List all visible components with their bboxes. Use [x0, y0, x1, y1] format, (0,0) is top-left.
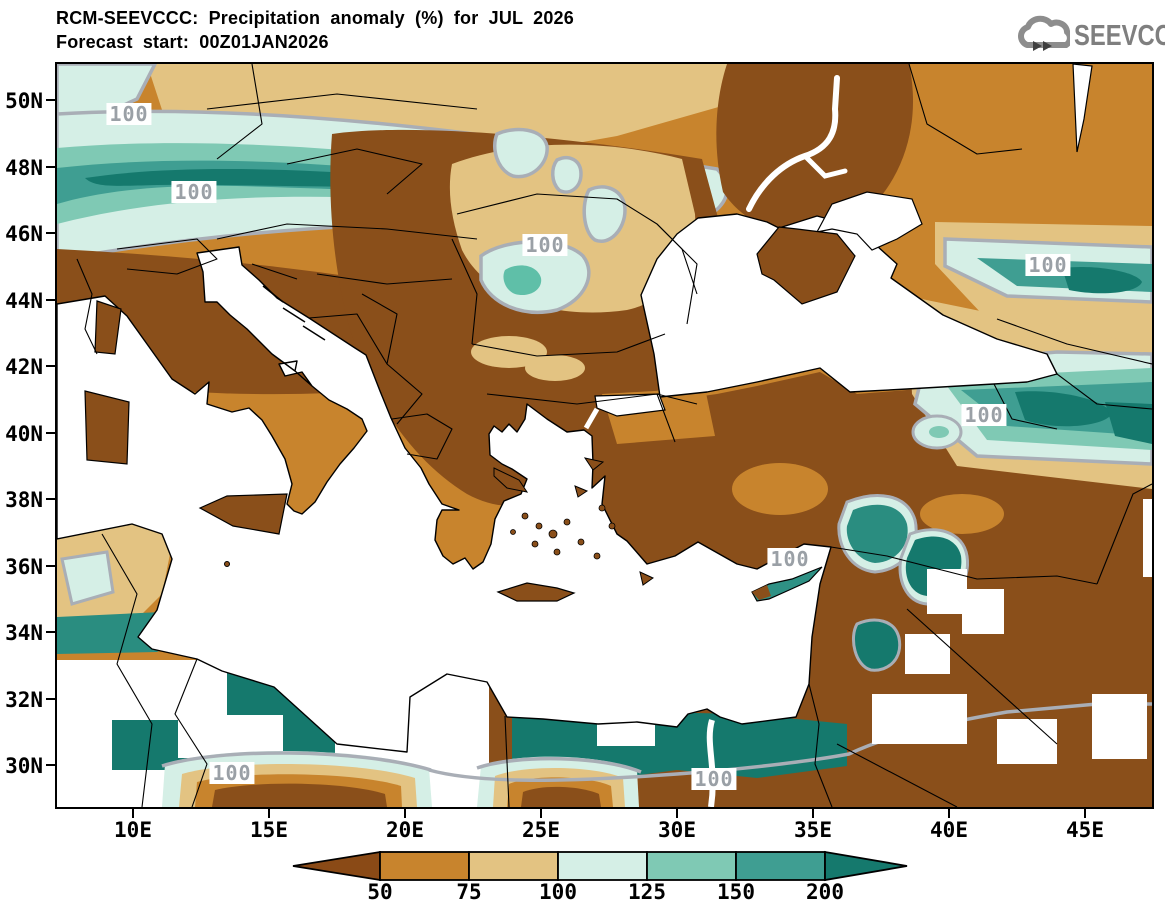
x-axis-label: 25E — [522, 818, 560, 842]
colorbar-tick-label: 50 — [367, 880, 393, 904]
map-title: RCM-SEEVCCC: Precipitation anomaly (%) f… — [56, 8, 574, 28]
y-axis-label: 38N — [5, 488, 43, 512]
seevccc-logo: SEEVCCC — [1012, 12, 1165, 58]
colorbar-tick-label: 75 — [456, 880, 482, 904]
y-axis-label: 30N — [5, 754, 43, 778]
y-axis-label: 42N — [5, 355, 43, 379]
x-axis-label: 35E — [794, 818, 832, 842]
logo-text: SEEVCCC — [1074, 20, 1165, 52]
y-axis-label: 46N — [5, 222, 43, 246]
colorbar-tick-label: 200 — [806, 880, 844, 904]
x-axis-label: 20E — [386, 818, 424, 842]
x-axis-label: 15E — [250, 818, 288, 842]
y-axis-label: 36N — [5, 555, 43, 579]
map-frame: 100 100 100 100 100 100 100 100 — [55, 62, 1154, 809]
cloud-icon — [1018, 15, 1073, 51]
colorbar-scale — [292, 850, 908, 882]
y-axis-label: 32N — [5, 688, 43, 712]
x-axis-label: 30E — [658, 818, 696, 842]
colorbar-tick-label: 100 — [539, 880, 577, 904]
forecast-start-subtitle: Forecast start: 00Z01JAN2026 — [56, 32, 329, 52]
x-axis-label: 10E — [114, 818, 152, 842]
map-canvas — [57, 64, 1152, 807]
y-axis-label: 34N — [5, 621, 43, 645]
y-axis-label: 48N — [5, 156, 43, 180]
x-axis-label: 40E — [930, 818, 968, 842]
colorbar-tick-label: 150 — [717, 880, 755, 904]
y-axis-label: 50N — [5, 89, 43, 113]
y-axis-label: 40N — [5, 422, 43, 446]
x-axis-label: 45E — [1066, 818, 1104, 842]
colorbar-tick-label: 125 — [628, 880, 666, 904]
y-axis-label: 44N — [5, 289, 43, 313]
colorbar: 50 75 100 125 150 200 — [280, 848, 920, 907]
